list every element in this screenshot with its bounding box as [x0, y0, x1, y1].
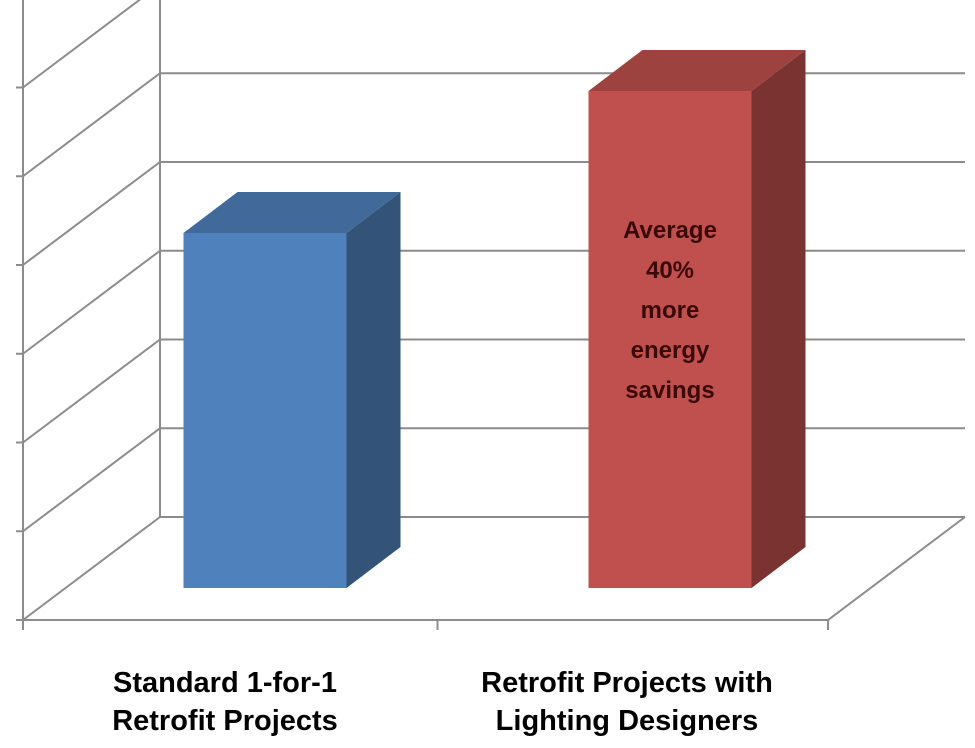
annotation-line-2: more — [641, 297, 700, 324]
annotation-line-4: savings — [625, 377, 714, 404]
bar-1-front — [588, 91, 752, 588]
gridline-side-1 — [22, 427, 161, 533]
bars — [183, 50, 806, 588]
gridline-side-6 — [22, 0, 142, 89]
annotation-line-3: energy — [631, 337, 710, 364]
category-label-1-line-1: Lighting Designers — [495, 705, 759, 737]
gridline-side-5 — [22, 72, 161, 178]
gridline-side-3 — [22, 249, 161, 355]
category-label-0-line-0: Standard 1-for-1 — [113, 667, 337, 699]
chart-walls — [23, 516, 966, 621]
annotation-line-1: 40% — [646, 257, 694, 284]
bar-0-side — [346, 192, 401, 588]
axes — [16, 0, 829, 630]
category-label-0: Standard 1-for-1 Retrofit Projects — [35, 664, 415, 740]
category-label-1: Retrofit Projects with Lighting Designers — [437, 664, 817, 740]
gridline-side-4 — [22, 161, 161, 266]
category-label-0-line-1: Retrofit Projects — [112, 705, 338, 737]
category-label-1-line-0: Retrofit Projects with — [481, 667, 773, 699]
annotations: Average 40% more energy savings — [623, 217, 717, 404]
bar-0 — [183, 192, 401, 588]
annotation-line-0: Average — [623, 217, 717, 244]
bar-1-side — [751, 50, 806, 588]
bar-0-front — [183, 233, 347, 588]
floor-edge — [23, 516, 966, 621]
bar-0-top — [183, 192, 401, 233]
gridline-side-2 — [22, 338, 161, 444]
bar-1-top — [588, 50, 806, 91]
gridline-side-0 — [22, 516, 161, 621]
bar-1 — [588, 50, 806, 588]
gridlines — [22, 0, 965, 621]
bar-annotation-0: Average 40% more energy savings — [623, 217, 717, 404]
